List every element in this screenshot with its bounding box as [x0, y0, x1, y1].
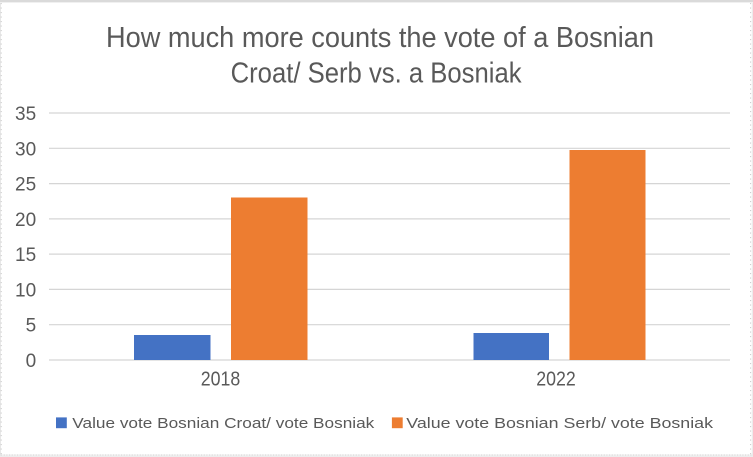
svg-text:Value vote Bosnian Croat/ vote: Value vote Bosnian Croat/ vote Bosniak [72, 415, 375, 432]
svg-text:Value vote Bosnian Serb/ vote: Value vote Bosnian Serb/ vote Bosniak [406, 415, 713, 432]
svg-text:25: 25 [15, 175, 36, 196]
svg-text:35: 35 [15, 104, 36, 125]
svg-text:15: 15 [15, 245, 36, 266]
svg-text:0: 0 [26, 351, 37, 372]
svg-text:20: 20 [15, 210, 36, 231]
svg-text:5: 5 [26, 316, 37, 337]
svg-text:10: 10 [15, 280, 36, 301]
svg-text:30: 30 [15, 139, 36, 160]
svg-text:2022: 2022 [536, 369, 576, 391]
svg-text:Croat/ Serb vs. a Bosniak: Croat/ Serb vs. a Bosniak [231, 57, 522, 89]
svg-text:2018: 2018 [201, 369, 241, 391]
svg-text:How much more counts the vote: How much more counts the vote of a Bosni… [106, 22, 654, 54]
